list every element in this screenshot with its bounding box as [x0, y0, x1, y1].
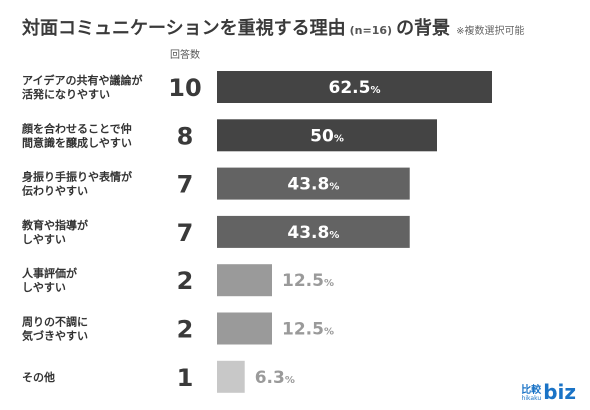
value-label: 50% [310, 126, 344, 146]
logo-jp-text: 比較 [521, 385, 542, 396]
chart-title-tail: の背景 [396, 18, 451, 39]
hikaku-biz-logo: 比較 hikaku biz [521, 382, 576, 402]
bar [217, 119, 437, 152]
chart-title-note: ※複数選択可能 [456, 26, 525, 37]
count-value: 7 [177, 171, 194, 199]
category-label: アイデアの共有や議論が活発になりやすい [22, 73, 142, 101]
bar [217, 360, 245, 393]
value-label: 12.5% [282, 320, 334, 340]
count-value: 2 [177, 316, 194, 344]
bar [217, 264, 272, 297]
value-label: 12.5% [282, 271, 334, 291]
bar [217, 167, 410, 200]
value-label: 62.5% [329, 78, 381, 98]
count-value: 2 [177, 267, 194, 295]
value-label: 6.3% [255, 368, 295, 388]
count-value: 7 [177, 219, 194, 247]
count-value: 1 [177, 364, 194, 392]
count-header: 回答数 [170, 48, 200, 61]
category-label: 教育や指導がしやすい [21, 218, 88, 246]
bar [217, 312, 272, 345]
bar [217, 71, 492, 103]
logo-small-text: hikaku [521, 395, 542, 402]
category-label: 顔を合わせることで仲間意識を醸成しやすい [21, 121, 132, 149]
value-label: 43.8% [287, 223, 339, 243]
logo-biz-text: biz [543, 380, 576, 404]
chart-title-main: 対面コミュニケーションを重視する理由 [22, 18, 346, 39]
category-label: 人事評価がしやすい [22, 266, 77, 294]
count-value: 10 [168, 74, 201, 102]
category-label: その他 [22, 370, 55, 384]
category-label: 周りの不調に気づきやすい [22, 315, 88, 343]
value-label: 43.8% [287, 175, 339, 195]
chart-title-sample-size: (n=16) [349, 24, 393, 37]
category-label: 身振り手振りや表情が伝わりやすい [22, 170, 132, 198]
bar [217, 215, 410, 248]
chart-title: 対面コミュニケーションを重視する理由 (n=16) の背景 ※複数選択可能 [22, 14, 524, 40]
count-value: 8 [177, 122, 194, 150]
